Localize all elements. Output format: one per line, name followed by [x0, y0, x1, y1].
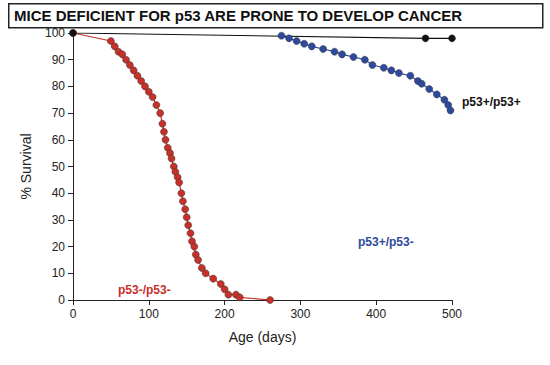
- svg-text:100: 100: [139, 307, 159, 321]
- svg-text:80: 80: [52, 79, 66, 93]
- svg-text:100: 100: [45, 26, 65, 40]
- svg-text:p53+/p53-: p53+/p53-: [358, 235, 414, 249]
- svg-text:% Survival: % Survival: [18, 133, 34, 199]
- svg-text:200: 200: [215, 307, 235, 321]
- svg-text:400: 400: [366, 307, 386, 321]
- svg-text:Age (days): Age (days): [229, 329, 297, 345]
- svg-text:70: 70: [52, 106, 66, 120]
- svg-text:MICE DEFICIENT FOR p53 ARE PRO: MICE DEFICIENT FOR p53 ARE PRONE TO DEVE…: [14, 7, 462, 24]
- svg-text:0: 0: [58, 293, 65, 307]
- svg-text:30: 30: [52, 213, 66, 227]
- svg-text:500: 500: [442, 307, 462, 321]
- svg-text:0: 0: [70, 307, 77, 321]
- svg-text:10: 10: [52, 266, 66, 280]
- svg-text:p53-/p53-: p53-/p53-: [118, 283, 171, 297]
- svg-text:60: 60: [52, 133, 66, 147]
- svg-text:90: 90: [52, 53, 66, 67]
- svg-text:20: 20: [52, 240, 66, 254]
- svg-text:50: 50: [52, 160, 66, 174]
- svg-text:p53+/p53+: p53+/p53+: [462, 95, 521, 109]
- svg-text:40: 40: [52, 186, 66, 200]
- svg-text:300: 300: [290, 307, 310, 321]
